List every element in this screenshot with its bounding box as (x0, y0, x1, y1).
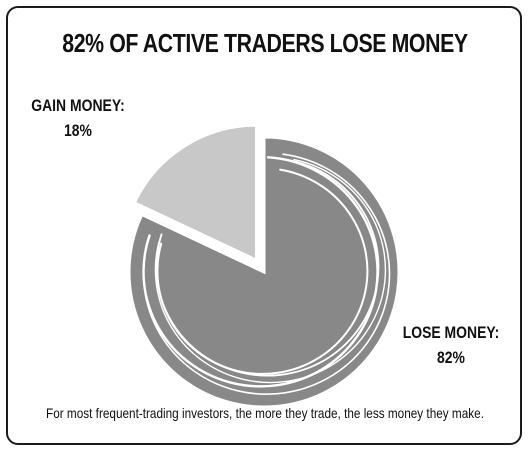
lose-money-value: 82% (437, 348, 465, 367)
scribble-ring (156, 168, 369, 375)
scribble-ring (142, 156, 379, 388)
scribble-ring (154, 158, 387, 384)
chart-caption: For most frequent-trading investors, the… (46, 405, 484, 421)
pie-slice-lose-money (127, 135, 401, 409)
lose-money-label: LOSE MONEY: 82% (398, 320, 505, 370)
lose-money-label-text: LOSE MONEY: (402, 323, 500, 342)
pie-slice-gain-money (132, 123, 258, 263)
gain-money-label-text: GAIN MONEY: (31, 96, 125, 115)
scribble-ring (142, 153, 391, 395)
gain-money-value: 18% (64, 121, 92, 140)
chart-title: 82% OF ACTIVE TRADERS LOSE MONEY (62, 28, 468, 58)
gain-money-label: GAIN MONEY: 18% (29, 93, 127, 143)
